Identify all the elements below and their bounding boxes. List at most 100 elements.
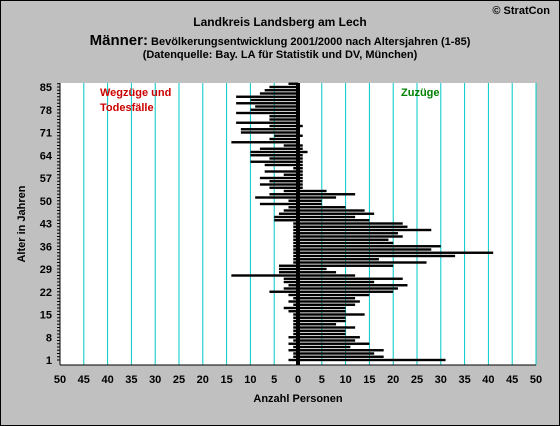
bar-zuzuege: [298, 196, 337, 199]
bar-wegzuege: [278, 212, 298, 215]
bar-wegzuege: [283, 277, 298, 280]
bar-zuzuege: [298, 147, 303, 150]
bar-zuzuege: [298, 293, 370, 297]
bar-wegzuege: [278, 264, 298, 267]
bar-zuzuege: [298, 163, 303, 167]
bar-zuzuege: [298, 215, 356, 219]
x-tick-label: 5: [271, 374, 277, 386]
x-tick-label: 40: [482, 374, 494, 386]
bar-zuzuege: [298, 183, 303, 186]
bar-wegzuege: [293, 329, 298, 332]
bar-wegzuege: [283, 173, 298, 176]
bar-zuzuege: [298, 251, 494, 254]
bar-zuzuege: [298, 225, 408, 228]
bar-wegzuege: [288, 342, 298, 345]
bar-zuzuege: [298, 319, 346, 323]
x-tick-label: 25: [411, 374, 423, 386]
bar-zuzuege: [298, 267, 327, 271]
x-tick-label: 50: [530, 374, 542, 386]
bar-wegzuege: [288, 336, 298, 339]
bar-wegzuege: [293, 251, 298, 254]
bar-wegzuege: [269, 115, 298, 118]
bar-zuzuege: [298, 290, 394, 293]
bar-wegzuege: [293, 225, 298, 228]
bar-wegzuege: [293, 323, 298, 326]
bar-zuzuege: [298, 202, 322, 206]
bar-zuzuege: [298, 222, 403, 225]
bar-zuzuege: [298, 235, 403, 238]
x-axis-label: Anzahl Personen: [253, 393, 343, 405]
bar-wegzuege: [231, 141, 298, 144]
bar-wegzuege: [240, 131, 298, 134]
bar-zuzuege: [298, 258, 379, 261]
zero-axis: [296, 83, 300, 365]
y-tick-label: 43: [40, 219, 52, 231]
bar-wegzuege: [269, 118, 298, 121]
x-tick-label: 35: [458, 374, 470, 386]
bar-wegzuege: [293, 339, 298, 342]
chart-source: (Datenquelle: Bay. LA für Statistik und …: [142, 49, 418, 61]
bar-zuzuege: [298, 124, 303, 128]
bar-zuzuege: [298, 329, 346, 332]
bar-zuzuege: [298, 349, 384, 352]
x-tick-label: 35: [125, 374, 137, 386]
bar-zuzuege: [298, 193, 356, 196]
bar-wegzuege: [293, 313, 298, 316]
bar-wegzuege: [269, 124, 298, 128]
bar-zuzuege: [298, 264, 394, 267]
bar-wegzuege: [269, 157, 298, 160]
bar-wegzuege: [278, 271, 298, 274]
y-tick-label: 15: [40, 310, 52, 322]
bar-zuzuege: [298, 232, 398, 235]
x-tick-label: 30: [435, 374, 447, 386]
bar-zuzuege: [298, 271, 337, 274]
bar-wegzuege: [288, 206, 298, 209]
bar-wegzuege: [231, 274, 298, 277]
bar-zuzuege: [298, 352, 375, 355]
bar-wegzuege: [274, 215, 298, 219]
x-tick-label: 25: [173, 374, 185, 386]
bar-zuzuege: [298, 206, 346, 209]
bar-zuzuege: [298, 238, 389, 241]
subtitle-gender: Männer:: [89, 32, 148, 49]
bar-wegzuege: [293, 235, 298, 238]
y-tick-label: 71: [40, 128, 52, 140]
bar-zuzuege: [298, 189, 327, 193]
bar-wegzuege: [283, 280, 298, 284]
y-tick-label: 64: [40, 150, 53, 162]
bar-wegzuege: [288, 199, 298, 202]
bar-wegzuege: [240, 128, 298, 131]
y-tick-label: 29: [40, 264, 52, 276]
bar-wegzuege: [269, 290, 298, 293]
legend-wegzuege: Todesfälle: [100, 102, 154, 114]
bar-wegzuege: [250, 160, 298, 163]
bar-wegzuege: [269, 180, 298, 183]
bar-wegzuege: [250, 108, 298, 111]
bar-wegzuege: [293, 167, 298, 170]
bar-wegzuege: [269, 193, 298, 196]
bar-zuzuege: [298, 248, 432, 251]
bar-zuzuege: [298, 144, 303, 147]
bar-wegzuege: [288, 300, 298, 303]
bar-wegzuege: [255, 105, 298, 108]
bar-wegzuege: [250, 154, 298, 157]
bar-wegzuege: [288, 349, 298, 352]
bar-wegzuege: [283, 144, 298, 147]
bar-wegzuege: [293, 345, 298, 349]
bar-zuzuege: [298, 280, 375, 284]
bar-zuzuege: [298, 287, 398, 290]
bar-zuzuege: [298, 228, 432, 232]
bar-zuzuege: [298, 134, 303, 137]
bar-wegzuege: [293, 248, 298, 251]
bar-zuzuege: [298, 358, 446, 362]
bar-wegzuege: [259, 183, 298, 186]
bar-zuzuege: [298, 157, 303, 160]
x-tick-label: 15: [220, 374, 232, 386]
bar-zuzuege: [298, 241, 394, 245]
bar-wegzuege: [236, 121, 298, 124]
bar-wegzuege: [293, 297, 298, 300]
bar-wegzuege: [259, 147, 298, 150]
bar-zuzuege: [298, 277, 403, 280]
x-tick-label: 30: [149, 374, 161, 386]
x-tick-label: 50: [54, 374, 66, 386]
